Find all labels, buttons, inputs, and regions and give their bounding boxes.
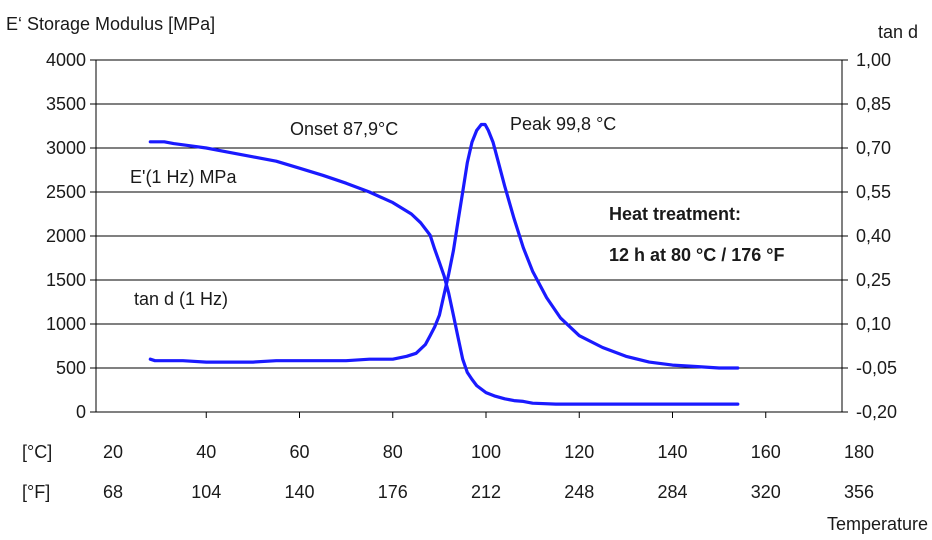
heat-treatment-detail: 12 h at 80 °C / 176 °F xyxy=(609,245,784,265)
x-tick-label-fahrenheit: 140 xyxy=(284,482,314,502)
y-tick-label-left: 2500 xyxy=(46,182,86,202)
onset-annotation: Onset 87,9°C xyxy=(290,119,398,139)
e-modulus-series-label: E'(1 Hz) MPa xyxy=(130,167,237,187)
x-tick-label-celsius: 120 xyxy=(564,442,594,462)
y-tick-label-left: 0 xyxy=(76,402,86,422)
tick-labels: 0 -0,20 500 -0,05 1000 0,10 1500 0,25 2000 0,40 25… xyxy=(46,50,897,502)
y-tick-label-right: 0,55 xyxy=(856,182,891,202)
x-tick-label-celsius: 20 xyxy=(103,442,123,462)
x-tick-label-fahrenheit: 68 xyxy=(103,482,123,502)
peak-annotation: Peak 99,8 °C xyxy=(510,114,616,134)
x-tick-label-fahrenheit: 104 xyxy=(191,482,221,502)
series-line-storage-modulus xyxy=(148,140,740,406)
x-tick-label-celsius: 60 xyxy=(289,442,309,462)
y-tick-label-right: 0,70 xyxy=(856,138,891,158)
heat-treatment-title: Heat treatment: xyxy=(609,204,741,224)
x-tick-label-celsius: 100 xyxy=(471,442,501,462)
x-tick-label-celsius: 160 xyxy=(751,442,781,462)
x-unit-fahrenheit: [°F] xyxy=(22,482,50,502)
x-tick-label-celsius: 180 xyxy=(844,442,874,462)
x-axis-label: Temperature xyxy=(827,514,928,534)
y-tick-label-right: 0,85 xyxy=(856,94,891,114)
y-axis-label-right: tan d xyxy=(878,22,918,42)
y-tick-label-left: 3000 xyxy=(46,138,86,158)
x-tick-label-fahrenheit: 248 xyxy=(564,482,594,502)
y-tick-label-right: 0,25 xyxy=(856,270,891,290)
y-tick-label-left: 1000 xyxy=(46,314,86,334)
chart-series xyxy=(148,122,740,406)
x-unit-celsius: [°C] xyxy=(22,442,52,462)
x-tick-label-fahrenheit: 212 xyxy=(471,482,501,502)
chart-axes xyxy=(90,59,848,418)
x-tick-label-celsius: 80 xyxy=(383,442,403,462)
y-tick-label-left: 3500 xyxy=(46,94,86,114)
x-tick-label-fahrenheit: 284 xyxy=(657,482,687,502)
series-line-tan-d xyxy=(148,122,740,370)
grid-lines xyxy=(96,59,842,413)
x-tick-label-celsius: 40 xyxy=(196,442,216,462)
y-tick-label-left: 4000 xyxy=(46,50,86,70)
y-tick-label-right: -0,05 xyxy=(856,358,897,378)
x-tick-label-celsius: 140 xyxy=(657,442,687,462)
y-tick-label-left: 1500 xyxy=(46,270,86,290)
x-tick-label-fahrenheit: 320 xyxy=(751,482,781,502)
y-axis-label-left: E‘ Storage Modulus [MPa] xyxy=(6,14,215,34)
y-tick-label-right: 0,40 xyxy=(856,226,891,246)
x-tick-label-fahrenheit: 176 xyxy=(378,482,408,502)
y-tick-label-left: 2000 xyxy=(46,226,86,246)
tan-d-series-label: tan d (1 Hz) xyxy=(134,289,228,309)
y-tick-label-right: 0,10 xyxy=(856,314,891,334)
y-tick-label-right: 1,00 xyxy=(856,50,891,70)
x-tick-label-fahrenheit: 356 xyxy=(844,482,874,502)
y-tick-label-right: -0,20 xyxy=(856,402,897,422)
y-tick-label-left: 500 xyxy=(56,358,86,378)
